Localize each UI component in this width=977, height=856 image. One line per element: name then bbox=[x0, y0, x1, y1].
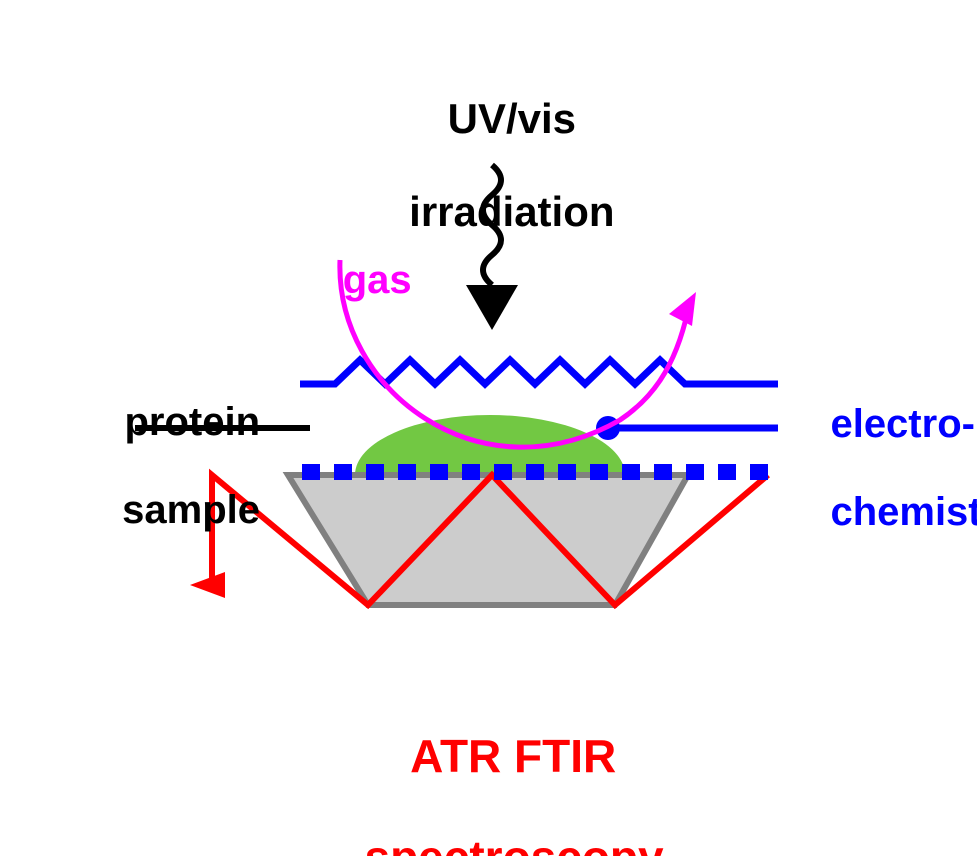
atr-line2: spectroscopy bbox=[365, 831, 664, 856]
gas-label: gas bbox=[255, 214, 455, 346]
uv-arrowhead bbox=[466, 285, 518, 330]
protein-line2: sample bbox=[122, 488, 260, 532]
diagram-stage: UV/vis irradiation gas protein sample el… bbox=[0, 0, 977, 856]
electro-label: electro- chemistry bbox=[786, 358, 977, 578]
electro-line1: electro- bbox=[830, 402, 975, 446]
atr-line1: ATR FTIR bbox=[410, 730, 616, 782]
uvvis-line1: UV/vis bbox=[448, 95, 576, 142]
protein-label: protein sample bbox=[0, 356, 260, 576]
gas-flow-arrowhead bbox=[669, 292, 696, 326]
atr-label: ATR FTIR spectroscopy bbox=[0, 680, 977, 856]
electro-line2: chemistry bbox=[830, 490, 977, 534]
protein-line1: protein bbox=[124, 400, 260, 444]
uvvis-label: UV/vis irradiation bbox=[0, 50, 977, 281]
gas-text: gas bbox=[343, 258, 412, 302]
